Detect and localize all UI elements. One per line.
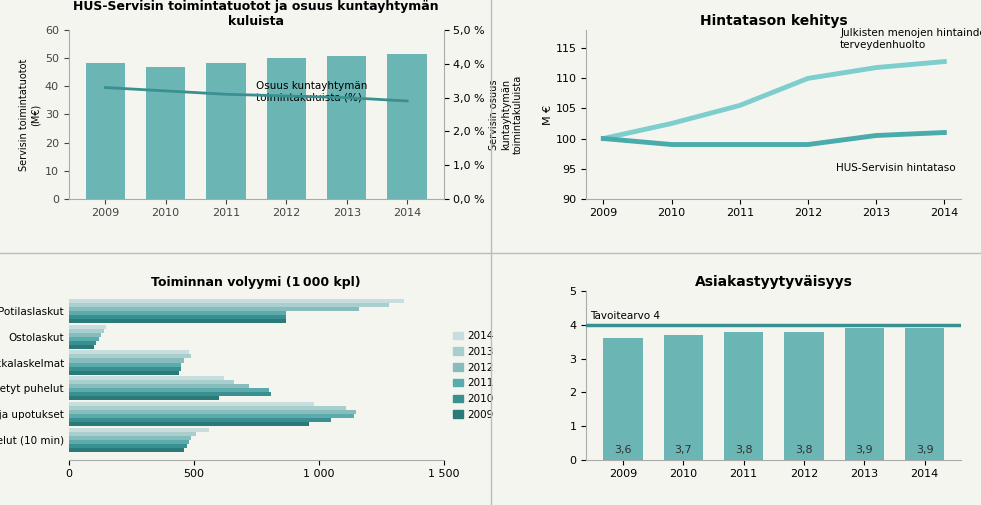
Bar: [387, 54, 427, 198]
Text: 3,7: 3,7: [675, 444, 693, 454]
Bar: [664, 335, 703, 460]
Bar: [267, 59, 306, 198]
Bar: [69, 432, 196, 436]
Bar: [69, 406, 346, 410]
Bar: [69, 418, 332, 422]
Bar: [69, 440, 188, 444]
Text: HUS-Servisin hintataso: HUS-Servisin hintataso: [836, 164, 955, 173]
Bar: [69, 376, 224, 380]
Bar: [327, 56, 366, 198]
Bar: [69, 303, 388, 307]
Bar: [69, 350, 188, 355]
Bar: [69, 307, 359, 311]
Bar: [206, 63, 245, 198]
Text: Julkisten menojen hintaindeksi,
terveydenhuolto: Julkisten menojen hintaindeksi, terveyde…: [840, 28, 981, 49]
Text: 3,8: 3,8: [735, 444, 752, 454]
Text: 3,9: 3,9: [855, 444, 873, 454]
Title: Hintatason kehitys: Hintatason kehitys: [700, 14, 848, 28]
Bar: [69, 337, 99, 341]
Bar: [69, 371, 179, 375]
Bar: [69, 363, 181, 367]
Text: 3,9: 3,9: [916, 444, 934, 454]
Bar: [69, 392, 271, 396]
Bar: [724, 332, 763, 460]
Bar: [85, 63, 125, 198]
Bar: [785, 332, 824, 460]
Bar: [69, 428, 209, 432]
Bar: [603, 338, 643, 460]
Bar: [69, 311, 286, 315]
Bar: [69, 315, 286, 319]
Bar: [69, 422, 309, 426]
Y-axis label: Servisin toimintatuotot
(M€): Servisin toimintatuotot (M€): [19, 58, 40, 171]
Bar: [845, 328, 884, 460]
Bar: [69, 436, 191, 440]
Text: 3,8: 3,8: [796, 444, 813, 454]
Text: Tavoitearvo 4: Tavoitearvo 4: [590, 311, 660, 321]
Bar: [69, 410, 356, 414]
Bar: [69, 329, 104, 333]
Title: Toiminnan volyymi (1 000 kpl): Toiminnan volyymi (1 000 kpl): [151, 276, 361, 289]
Bar: [69, 333, 101, 337]
Bar: [69, 367, 181, 371]
Bar: [69, 444, 187, 448]
Bar: [69, 402, 314, 406]
Bar: [69, 380, 233, 384]
Text: 3,6: 3,6: [614, 444, 632, 454]
Y-axis label: Servisin osuus
kuntayhtymän
toimintakuluista: Servisin osuus kuntayhtymän toimintakulu…: [490, 75, 523, 154]
Bar: [69, 341, 96, 345]
Legend: 2014, 2013, 2012, 2011, 2010, 2009: 2014, 2013, 2012, 2011, 2010, 2009: [452, 331, 493, 420]
Y-axis label: M €: M €: [542, 105, 552, 125]
Bar: [69, 299, 404, 303]
Bar: [69, 345, 93, 349]
Text: Osuus kuntayhtymän
toimintakuluista (%): Osuus kuntayhtymän toimintakuluista (%): [256, 81, 368, 103]
Bar: [905, 328, 945, 460]
Bar: [69, 384, 249, 388]
Bar: [69, 388, 269, 392]
Title: HUS-Servisin toimintatuotot ja osuus kuntayhtymän
kuluista: HUS-Servisin toimintatuotot ja osuus kun…: [74, 0, 439, 28]
Bar: [69, 396, 219, 400]
Bar: [146, 67, 185, 198]
Bar: [69, 319, 286, 323]
Bar: [69, 414, 354, 418]
Title: Asiakastyytyväisyys: Asiakastyytyväisyys: [695, 275, 852, 289]
Bar: [69, 359, 183, 363]
Bar: [69, 448, 183, 452]
Bar: [69, 325, 106, 329]
Bar: [69, 355, 191, 359]
